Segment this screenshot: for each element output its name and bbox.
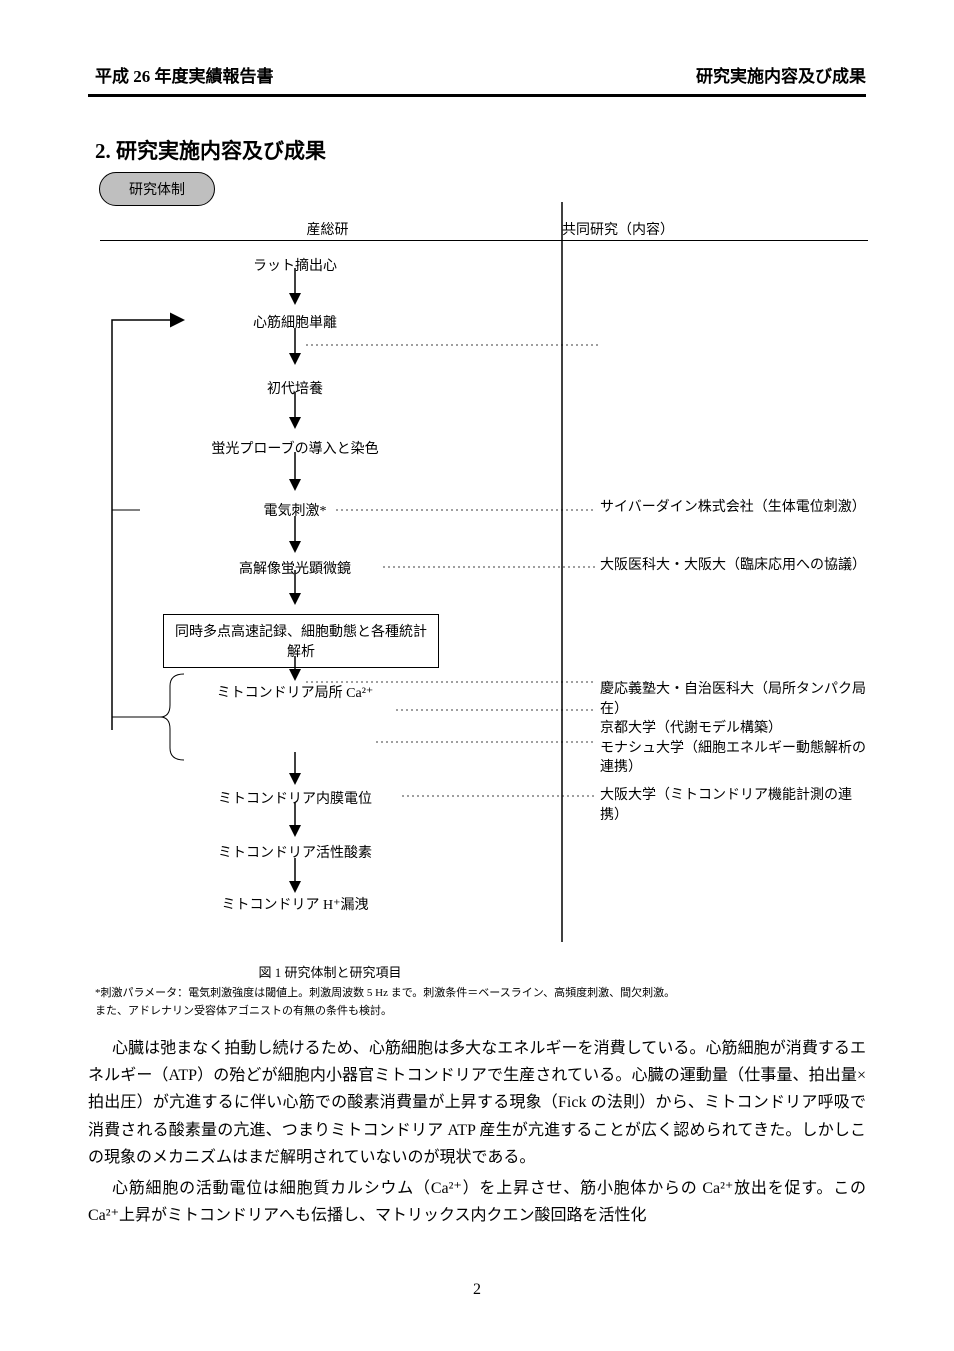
flow-step-7: ミトコンドリア局所 Ca²⁺ bbox=[155, 682, 435, 702]
flow-right-note-8: 大阪大学（ミトコンドリア機能計測の連携） bbox=[600, 786, 870, 825]
para-1: 心臓は弛まなく拍動し続けるため、心筋細胞は多大なエネルギーを消費している。心筋細… bbox=[88, 1035, 866, 1171]
flow-right-note-4: サイバーダイン株式会社（生体電位刺激） bbox=[600, 498, 870, 518]
flow-step-4: 電気刺激* bbox=[155, 500, 435, 520]
flow-right-note-5: 大阪医科大・大阪大（臨床応用への協議） bbox=[600, 556, 870, 576]
flow-step-9: ミトコンドリア活性酸素 bbox=[155, 842, 435, 862]
footnote-1: *刺激パラメータ：電気刺激強度は閾値上。刺激周波数 5 Hz まで。刺激条件＝ベ… bbox=[95, 985, 870, 1002]
flow-step-5: 高解像蛍光顕微鏡 bbox=[155, 558, 435, 578]
flow-step-6: 同時多点高速記録、細胞動態と各種統計解析 bbox=[163, 614, 439, 668]
page-number: 2 bbox=[0, 1281, 954, 1299]
body-text: 心臓は弛まなく拍動し続けるため、心筋細胞は多大なエネルギーを消費している。心筋細… bbox=[88, 1035, 866, 1233]
flow-step-8: ミトコンドリア内膜電位 bbox=[155, 788, 435, 808]
flow-step-1: 心筋細胞単離 bbox=[155, 312, 435, 332]
flow-right-note-7: 慶応義塾大・自治医科大（局所タンパク局在）京都大学（代謝モデル構築）モナシュ大学… bbox=[600, 680, 870, 778]
para-2: 心筋細胞の活動電位は細胞質カルシウム（Ca²⁺）を上昇させ、筋小胞体からの Ca… bbox=[88, 1175, 866, 1229]
flow-step-0: ラット摘出心 bbox=[155, 255, 435, 275]
figure-caption: 図 1 研究体制と研究項目 bbox=[100, 963, 560, 983]
flow-step-3: 蛍光プローブの導入と染色 bbox=[155, 438, 435, 458]
flow-step-2: 初代培養 bbox=[155, 378, 435, 398]
flow-step-10: ミトコンドリア H⁺漏洩 bbox=[155, 894, 435, 914]
footnote-2: また、アドレナリン受容体アゴニストの有無の条件も検討。 bbox=[95, 1003, 870, 1020]
